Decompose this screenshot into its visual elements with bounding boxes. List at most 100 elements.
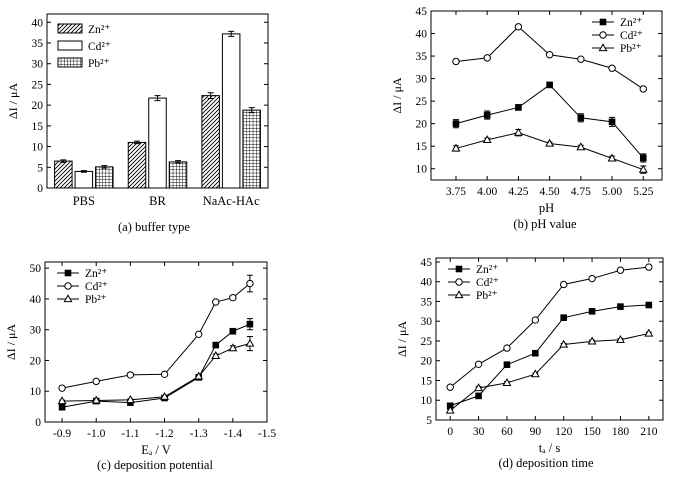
- bar: [201, 95, 220, 189]
- data-point: [452, 57, 460, 66]
- line-series-1: [58, 318, 254, 411]
- data-point: [617, 303, 624, 310]
- bar: [54, 160, 73, 189]
- x-tick-label: 120: [555, 426, 573, 438]
- series-line: [62, 343, 251, 402]
- data-point: [126, 371, 135, 379]
- data-point: [531, 316, 540, 324]
- data-point: [483, 54, 491, 62]
- legend-marker: [455, 265, 463, 273]
- x-tick-label: -1.0: [87, 428, 105, 440]
- data-point: [638, 164, 648, 173]
- panel-caption: (b) pH value: [513, 217, 577, 231]
- data-point: [474, 360, 483, 368]
- legend: Zn²⁺Cd²⁺Pb²⁺: [57, 23, 111, 70]
- data-point: [607, 153, 617, 162]
- y-tick-label: 35: [32, 38, 44, 50]
- data-point: [211, 351, 221, 359]
- y-tick-label: 35: [421, 296, 433, 308]
- data-point: [644, 328, 654, 337]
- line-series-3: [445, 328, 654, 414]
- data-point: [160, 391, 169, 400]
- panel-a-buffer-type-chart: 0 5 10 15 20 25 30 35 40 ΔI / μA (a) buffer type PB…: [6, 13, 269, 234]
- x-axis-label: Eₐ / V: [141, 443, 171, 457]
- x-tick-label: 150: [583, 426, 601, 438]
- data-point: [514, 23, 523, 31]
- legend-label: Pb²⁺: [476, 290, 498, 302]
- legend-marker: [455, 278, 463, 286]
- data-point: [645, 263, 653, 271]
- x-tick-label: 4.50: [540, 186, 560, 198]
- data-point: [452, 120, 460, 127]
- data-point: [576, 142, 586, 151]
- bar-series-1: [54, 92, 220, 189]
- data-point: [125, 395, 135, 403]
- x-tick-label: -1.5: [258, 428, 276, 440]
- data-point: [246, 279, 254, 288]
- bar: [242, 109, 261, 189]
- panel-d-deposition-time-chart: 5 10 15 20 25 30 35 40 45 0 30 60 90 120 150 180 210 ΔI /…: [395, 257, 664, 470]
- data-point: [577, 55, 585, 63]
- data-point: [530, 369, 540, 378]
- bar: [74, 170, 94, 189]
- y-tick-label: 40: [32, 17, 44, 29]
- panel-b-ph-value-chart: 10 15 20 25 30 35 40 45 3.75 4.00 4.25 4.50 4.75 5.00…: [390, 6, 663, 231]
- data-point: [513, 127, 523, 136]
- y-tick-label: 15: [32, 121, 44, 133]
- plot-frame: [44, 261, 268, 423]
- data-point: [445, 405, 455, 414]
- data-point: [615, 334, 625, 343]
- error-bar: [175, 160, 181, 164]
- data-point: [228, 343, 238, 352]
- legend-label: Cd²⁺: [85, 281, 108, 293]
- bar: [95, 166, 114, 189]
- error-bar: [80, 170, 87, 173]
- x-tick-label: -1.1: [121, 428, 139, 440]
- data-point: [546, 81, 553, 89]
- legend-marker: [64, 269, 72, 277]
- error-bar: [134, 140, 140, 145]
- legend-label: Zn²⁺: [620, 17, 642, 29]
- data-point: [639, 154, 647, 162]
- legend: Zn²⁺Cd²⁺Pb²⁺: [448, 264, 499, 302]
- data-point: [58, 384, 66, 392]
- series-line: [61, 323, 251, 408]
- x-tick-label: -1.3: [190, 428, 208, 440]
- y-tick-label: 0: [37, 183, 43, 195]
- y-tick-label: 40: [30, 294, 42, 306]
- y-tick-label: 30: [416, 74, 428, 86]
- data-point: [475, 392, 482, 400]
- panel-caption: (a) buffer type: [118, 220, 190, 234]
- y-tick-label: 5: [426, 415, 432, 427]
- category-label: PBS: [73, 194, 95, 208]
- data-point: [446, 383, 454, 391]
- x-tick-label: 180: [612, 426, 630, 438]
- x-axis-label: pH: [539, 201, 554, 215]
- data-point: [577, 114, 585, 122]
- y-tick-label: 20: [30, 355, 42, 367]
- data-point: [57, 396, 67, 405]
- legend-swatch: [57, 57, 83, 68]
- line-series-3: [451, 127, 648, 174]
- legend-swatch: [57, 23, 83, 34]
- data-point: [245, 338, 255, 347]
- error-bar: [101, 165, 108, 169]
- y-tick-label: 15: [416, 141, 428, 153]
- x-axis-label: tₐ / s: [539, 441, 561, 455]
- data-point: [212, 341, 220, 349]
- legend-marker: [599, 18, 607, 26]
- line-series-2: [446, 263, 653, 391]
- y-axis-label: ΔI / μA: [395, 321, 409, 357]
- y-tick-label: 50: [30, 263, 42, 275]
- y-tick-label: 25: [32, 79, 44, 91]
- y-tick-label: 10: [416, 164, 428, 176]
- y-tick-label: 10: [30, 386, 42, 398]
- data-point: [545, 138, 555, 147]
- bar-series-2: [74, 30, 241, 189]
- y-axis-label: ΔI / μA: [390, 77, 404, 113]
- bar: [127, 141, 147, 189]
- data-point: [483, 111, 491, 119]
- data-point: [645, 301, 653, 309]
- legend-label: Zn²⁺: [85, 268, 107, 280]
- y-tick-label: 45: [421, 257, 433, 269]
